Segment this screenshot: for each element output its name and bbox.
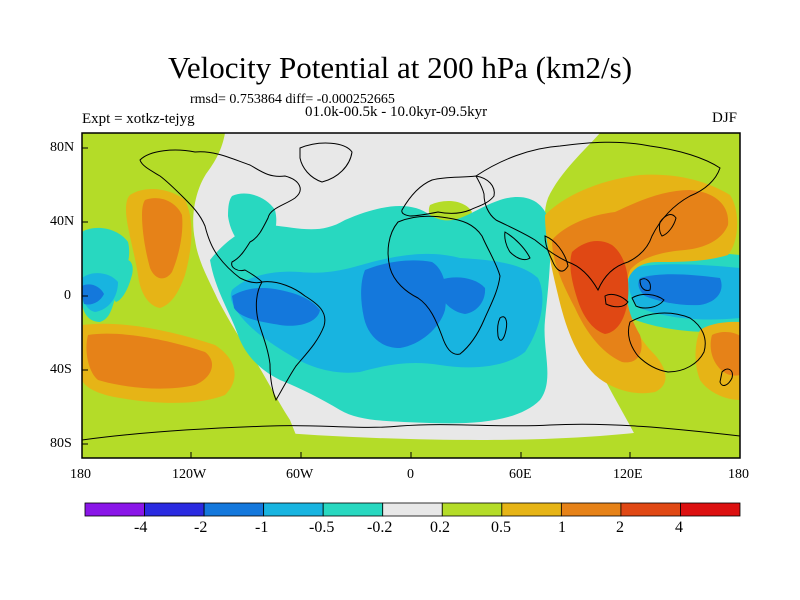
colorbar-label-6: 0.2 bbox=[430, 519, 450, 536]
experiment-label: Expt = xotkz-tejyg bbox=[82, 111, 195, 127]
stats-line: rmsd= 0.753864 diff= -0.000252665 bbox=[190, 92, 395, 107]
coast-new-zealand bbox=[719, 368, 733, 386]
field-orange-north-pacific bbox=[142, 198, 183, 279]
coast-australia bbox=[627, 312, 706, 373]
colorbar-swatch-2 bbox=[144, 502, 205, 517]
lon-label-120e: 120E bbox=[613, 467, 643, 482]
colorbar-label-3: -1 bbox=[255, 519, 269, 536]
lat-label-0: 0 bbox=[64, 288, 71, 303]
colorbar-swatch-11 bbox=[680, 502, 741, 517]
lon-label-0: 0 bbox=[407, 467, 414, 482]
coast-antarctica bbox=[82, 423, 740, 441]
colorbar-label-10: 4 bbox=[675, 519, 683, 536]
colorbar-swatch-6 bbox=[382, 502, 443, 517]
season-label: DJF bbox=[712, 110, 738, 126]
coast-africa bbox=[387, 215, 501, 355]
field-blue-africa bbox=[361, 260, 447, 348]
field-green-arctic bbox=[82, 133, 180, 150]
field-blue-south-america bbox=[232, 288, 320, 326]
field-orange-east-indian bbox=[710, 332, 740, 376]
lon-label-180-west: 180 bbox=[70, 467, 91, 482]
field-cyan-pacific-sliver bbox=[113, 259, 133, 302]
field-cyan-north-atlantic bbox=[228, 193, 277, 252]
colorbar-label-1: -4 bbox=[134, 519, 148, 536]
coast-asia bbox=[475, 141, 721, 292]
coast-north-america bbox=[139, 149, 301, 284]
coast-south-america bbox=[255, 281, 326, 402]
colorbar-swatch-10 bbox=[620, 502, 681, 517]
colorbar bbox=[84, 502, 741, 517]
colorbar-swatch-8 bbox=[501, 502, 562, 517]
lat-label-80s: 80S bbox=[50, 436, 72, 451]
field-orange-south-pacific bbox=[86, 333, 213, 389]
colorbar-label-9: 2 bbox=[616, 519, 624, 536]
coastlines bbox=[82, 141, 740, 441]
coast-maritime-continent bbox=[604, 278, 665, 309]
colorbar-label-2: -2 bbox=[194, 519, 208, 536]
axis-ticks bbox=[82, 147, 631, 458]
colorbar-label-8: 1 bbox=[558, 519, 566, 536]
lon-label-120w: 120W bbox=[172, 467, 207, 482]
coast-madagascar bbox=[497, 316, 508, 341]
colorbar-label-5: -0.2 bbox=[367, 519, 393, 536]
colorbar-swatch-9 bbox=[560, 502, 622, 517]
field-blue-congo bbox=[440, 277, 486, 314]
plot-title: Velocity Potential at 200 hPa (km2/s) bbox=[167, 50, 633, 85]
map-field bbox=[82, 133, 740, 458]
colorbar-swatch-1 bbox=[84, 502, 145, 517]
field-green-southern-ocean bbox=[82, 410, 740, 458]
colorbar-label-7: 0.5 bbox=[491, 519, 511, 536]
colorbar-swatch-4 bbox=[263, 502, 324, 517]
period-label: 01.0k-00.5k - 10.0kyr-09.5kyr bbox=[305, 104, 488, 120]
lon-label-180-east: 180 bbox=[728, 467, 749, 482]
colorbar-swatch-5 bbox=[322, 502, 384, 517]
field-blue-east-pacific bbox=[82, 284, 104, 305]
lat-label-80n: 80N bbox=[50, 140, 75, 155]
lon-label-60e: 60E bbox=[509, 467, 532, 482]
lat-label-40n: 40N bbox=[50, 214, 75, 229]
colorbar-swatch-3 bbox=[203, 502, 265, 517]
lat-label-40s: 40S bbox=[50, 362, 72, 377]
coast-arabia-india bbox=[504, 231, 569, 272]
coast-japan bbox=[658, 214, 677, 237]
coast-europe bbox=[401, 175, 495, 217]
coast-greenland bbox=[299, 142, 353, 183]
lon-label-60w: 60W bbox=[286, 467, 314, 482]
colorbar-label-4: -0.5 bbox=[309, 519, 335, 536]
colorbar-swatch-7 bbox=[441, 502, 503, 517]
